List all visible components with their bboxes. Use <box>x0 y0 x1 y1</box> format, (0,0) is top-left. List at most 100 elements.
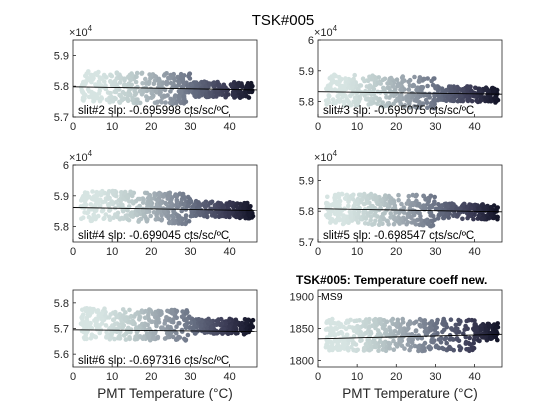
data-point <box>433 344 439 350</box>
data-point <box>333 338 339 344</box>
data-point <box>430 105 435 111</box>
data-point <box>151 81 157 87</box>
data-point <box>220 205 226 210</box>
x-tick-label: 10 <box>106 246 118 258</box>
data-point <box>325 194 330 200</box>
data-point <box>81 98 86 103</box>
data-point <box>126 329 131 335</box>
data-point <box>456 329 462 335</box>
data-point <box>187 314 192 320</box>
y-tick-label: 5.9 <box>299 66 314 78</box>
data-point <box>187 88 193 94</box>
data-point <box>494 98 499 104</box>
data-point <box>469 210 474 216</box>
data-point <box>243 215 248 221</box>
data-point <box>465 326 470 332</box>
data-point <box>164 315 169 320</box>
data-point <box>369 77 375 82</box>
data-point <box>202 322 208 328</box>
data-point <box>456 338 462 344</box>
data-point <box>372 221 377 227</box>
data-point <box>476 213 482 218</box>
data-point <box>371 96 377 101</box>
data-point <box>86 89 92 94</box>
data-point <box>418 213 423 219</box>
data-point <box>117 80 123 85</box>
data-point <box>395 219 400 224</box>
data-point <box>112 321 118 327</box>
data-point <box>106 203 112 209</box>
data-point <box>381 216 387 222</box>
data-point <box>176 79 181 85</box>
data-point <box>99 311 104 316</box>
data-point <box>365 96 371 101</box>
data-point <box>422 76 427 82</box>
data-point <box>407 105 412 110</box>
data-point <box>182 322 188 328</box>
data-point <box>142 323 148 329</box>
data-point <box>478 98 484 103</box>
data-point <box>432 199 437 204</box>
data-point <box>80 307 85 313</box>
data-point <box>108 90 113 96</box>
data-point <box>400 316 406 322</box>
data-point <box>250 83 255 89</box>
data-point <box>456 321 462 327</box>
data-point <box>94 214 99 220</box>
data-point <box>139 71 144 76</box>
data-point <box>174 84 179 89</box>
data-point <box>94 189 99 195</box>
data-point <box>204 94 210 100</box>
chart-panel-5: 0 10 20 30 40 5.6 5.7 5.8 slit#6 slp: -0.697316 … <box>54 289 258 401</box>
axes-box <box>317 39 503 118</box>
data-point <box>156 206 161 211</box>
data-point <box>452 85 458 91</box>
data-point <box>481 205 487 210</box>
data-point <box>330 97 336 102</box>
data-point <box>160 325 165 331</box>
data-point <box>144 205 150 211</box>
data-point <box>146 335 152 340</box>
x-axis-label: PMT Temperature (°C) <box>97 386 232 401</box>
data-point <box>187 71 192 77</box>
data-point <box>181 221 186 226</box>
data-point <box>103 83 108 88</box>
data-point <box>216 82 222 87</box>
data-point <box>124 194 129 199</box>
data-point <box>200 80 206 85</box>
data-point <box>326 87 332 92</box>
data-point <box>456 212 461 217</box>
data-point <box>98 83 103 88</box>
data-point <box>368 191 374 197</box>
data-point <box>464 347 469 352</box>
data-point <box>158 201 163 206</box>
data-point <box>196 94 202 99</box>
data-point <box>186 203 191 209</box>
fit-line <box>72 207 258 212</box>
data-point <box>211 331 216 336</box>
data-point <box>449 326 454 331</box>
data-point <box>436 337 442 342</box>
data-point <box>111 80 116 86</box>
data-point <box>127 307 132 313</box>
data-point <box>428 327 434 333</box>
data-point <box>460 98 466 104</box>
data-point <box>383 327 388 333</box>
data-point <box>389 200 394 206</box>
data-point <box>471 90 477 96</box>
chart-panel-3: 0 10 20 30 40 5.8 5.9 6×104 slit#4 slp: -0.69904… <box>54 149 258 258</box>
data-point <box>99 95 104 100</box>
data-point <box>477 338 482 344</box>
data-point <box>342 92 347 98</box>
data-point <box>429 100 434 106</box>
data-point <box>146 81 151 86</box>
data-point <box>183 317 189 322</box>
data-point <box>84 321 90 327</box>
data-point <box>119 318 124 323</box>
data-point <box>166 220 172 226</box>
data-point <box>387 334 393 339</box>
data-point <box>137 334 143 339</box>
data-point <box>402 103 408 108</box>
data-point <box>103 323 109 328</box>
x-tick-label: 20 <box>390 371 402 383</box>
